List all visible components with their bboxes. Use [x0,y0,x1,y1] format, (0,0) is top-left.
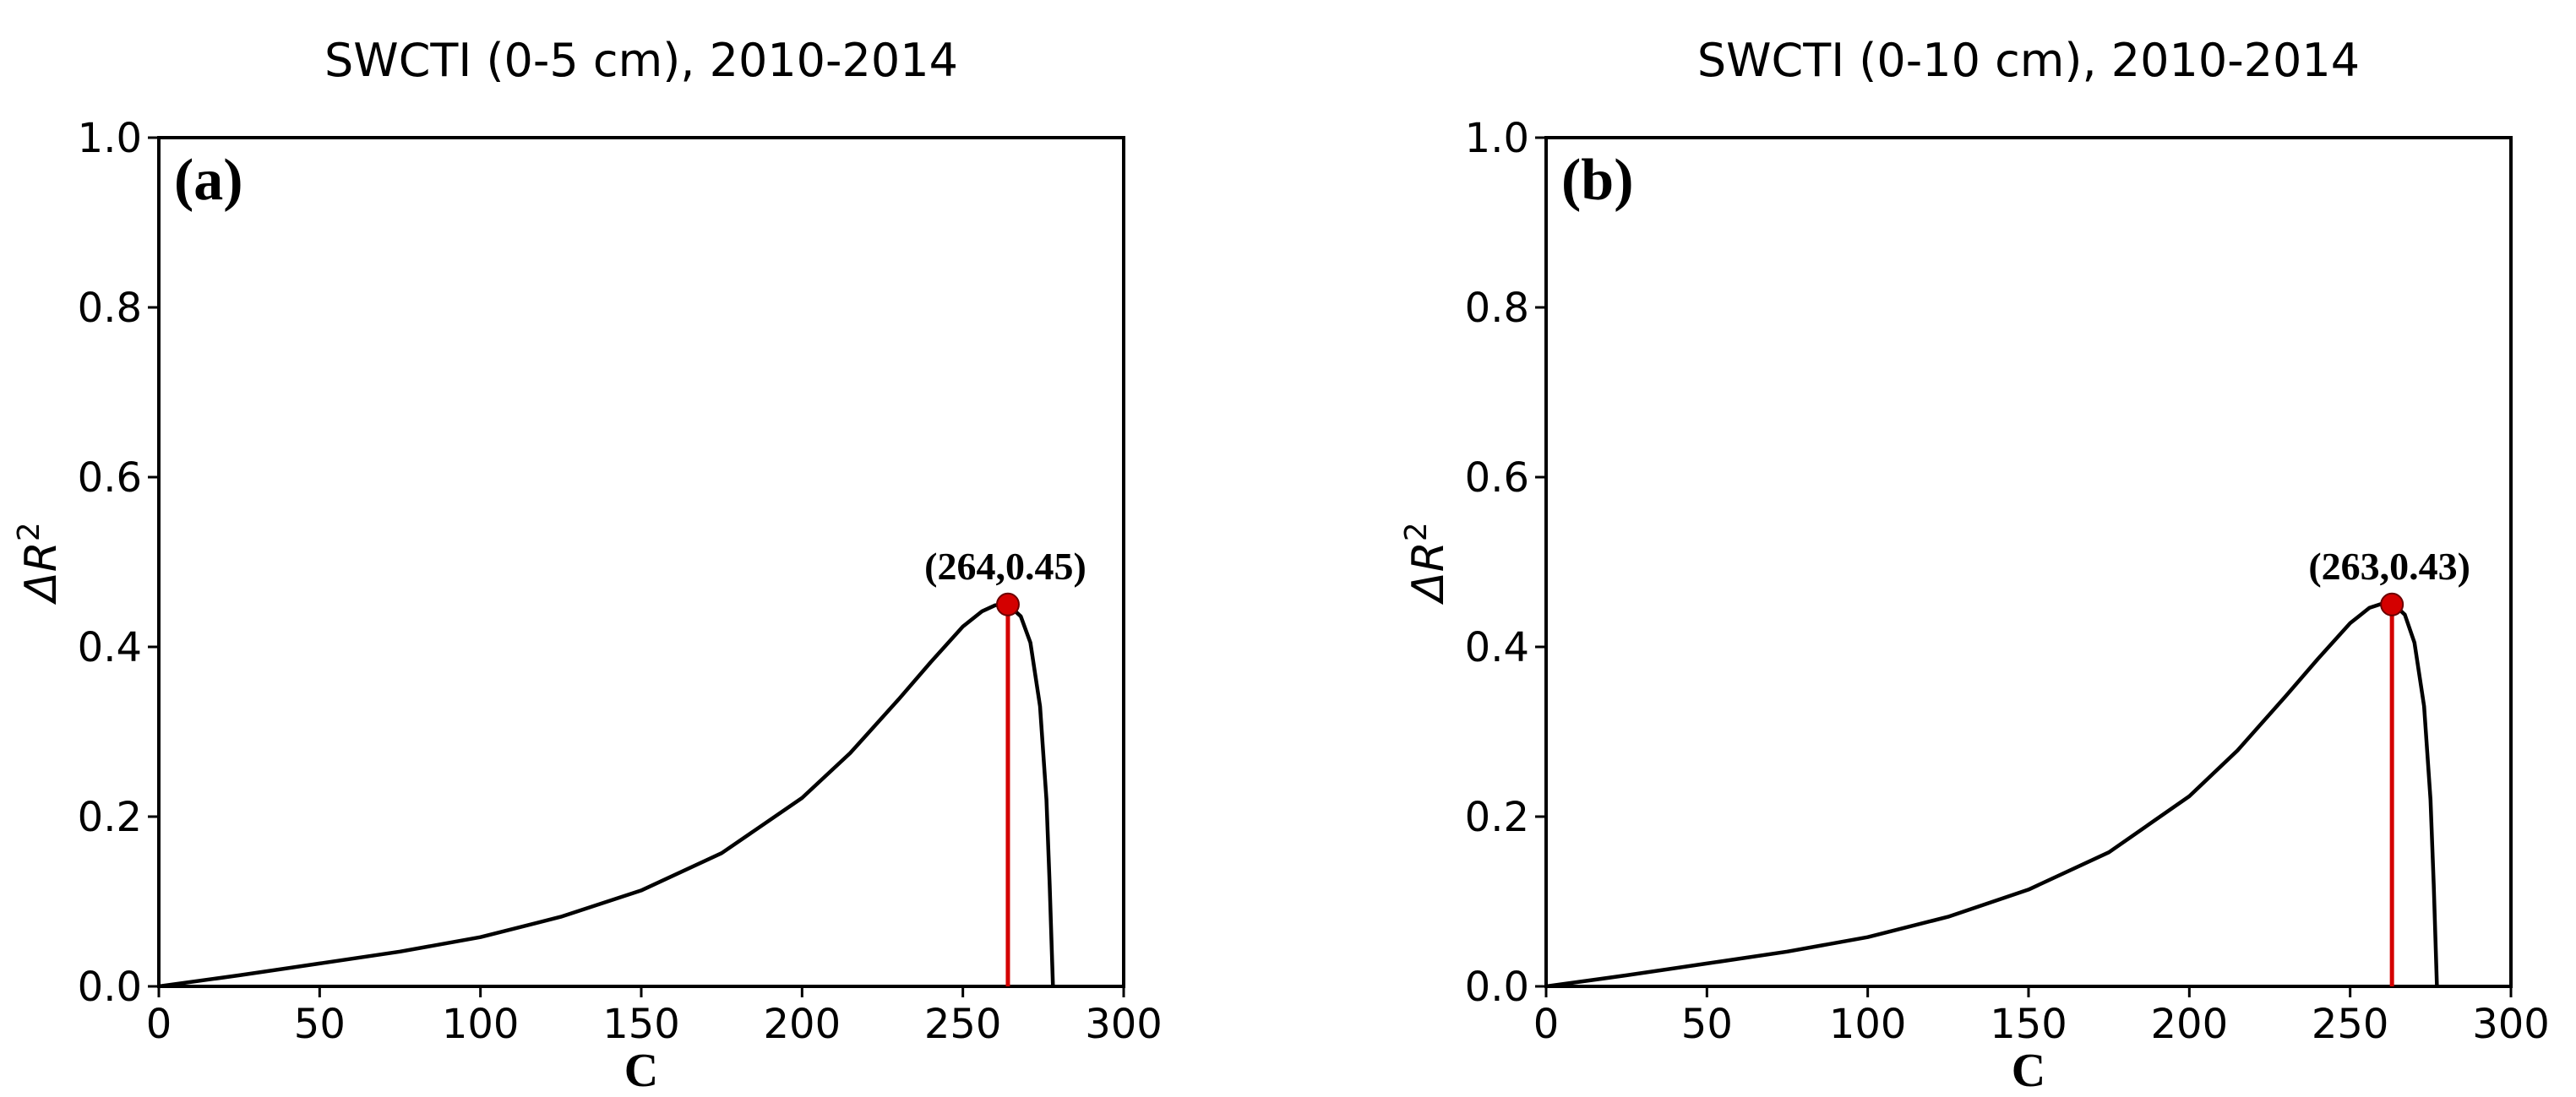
x-tick-label: 50 [294,1001,346,1048]
y-tick-label: 0.2 [1465,794,1529,841]
chart-panel-2: SWCTI (0-10 cm), 2010-2014 0 50 100 150 200 25… [1399,34,2550,1097]
x-tick-label: 250 [924,1001,1002,1048]
y-tick-label: 0.4 [1465,624,1529,671]
y-tick-label: 0.8 [1465,285,1529,332]
x-tick-label: 300 [1085,1001,1163,1048]
x-axis-label: C [2012,1045,2045,1097]
y-tick-label: 0.0 [1465,964,1529,1011]
x-tick-label: 150 [602,1001,680,1048]
y-axis-label-main: ΔR [1403,541,1454,606]
x-tick-label: 100 [442,1001,520,1048]
y-axis-label: ΔR2 [12,522,67,606]
y-tick-label: 0.6 [78,454,142,502]
y-axis-label: ΔR2 [1399,522,1454,606]
y-tick-label: 1.0 [1465,115,1529,162]
y-tick-label: 1.0 [78,115,142,162]
x-tick-label: 0 [1533,1001,1560,1048]
y-axis-label-sup: 2 [12,522,46,541]
y-axis-label-main: ΔR [16,541,67,606]
chart-title: SWCTI (0-5 cm), 2010-2014 [324,34,958,87]
x-tick-label: 200 [2151,1001,2229,1048]
y-tick-label: 0.6 [1465,454,1529,502]
x-axis-label: C [624,1045,658,1097]
x-tick-label: 200 [764,1001,841,1048]
y-axis-label-sup: 2 [1399,522,1434,541]
panel-label: (b) [1561,148,1634,213]
peak-annotation: (264,0.45) [924,545,1086,588]
x-tick-label: 250 [2312,1001,2389,1048]
y-tick-label: 0.0 [78,964,142,1011]
series-line [158,602,1055,989]
x-tick-label: 150 [1990,1001,2067,1048]
panel-label: (a) [174,148,243,213]
chart-title: SWCTI (0-10 cm), 2010-2014 [1697,34,2360,87]
x-tick-label: 300 [2472,1001,2550,1048]
x-tick-label: 50 [1681,1001,1733,1048]
peak-marker [2380,592,2404,616]
x-tick-label: 100 [1829,1001,1907,1048]
series-line [1545,600,2439,989]
y-tick-label: 0.4 [78,624,142,671]
peak-marker [995,592,1020,616]
chart-panel-1: SWCTI (0-5 cm), 2010-2014 0 50 100 150 200 250… [12,34,1163,1097]
y-tick-label: 0.8 [78,285,142,332]
x-tick-label: 0 [146,1001,172,1048]
peak-annotation: (263,0.43) [2308,545,2470,588]
y-tick-label: 0.2 [78,794,142,841]
